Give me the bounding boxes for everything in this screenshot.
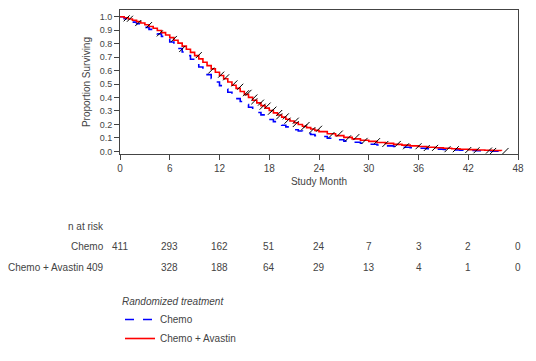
svg-text:0.0: 0.0 [100,147,113,157]
svg-text:1: 1 [465,262,471,273]
svg-text:1.0: 1.0 [100,12,113,22]
svg-text:Chemo: Chemo [160,314,193,325]
svg-text:188: 188 [211,262,228,273]
svg-text:0: 0 [515,241,521,252]
svg-text:29: 29 [313,262,325,273]
svg-text:411: 411 [112,241,128,252]
svg-text:3: 3 [416,241,422,252]
svg-text:0.1: 0.1 [100,133,113,143]
svg-text:162: 162 [211,241,228,252]
svg-text:0: 0 [117,163,123,174]
svg-text:24: 24 [313,241,325,252]
svg-text:36: 36 [413,163,425,174]
svg-text:0.2: 0.2 [100,120,113,130]
svg-text:293: 293 [161,241,178,252]
svg-text:0.5: 0.5 [100,79,113,89]
svg-text:7: 7 [366,241,372,252]
svg-text:0.8: 0.8 [100,39,113,49]
svg-text:18: 18 [264,163,276,174]
svg-text:Chemo + Avastin: Chemo + Avastin [160,333,236,344]
svg-text:0.3: 0.3 [100,106,113,116]
svg-text:2: 2 [465,241,471,252]
svg-text:0.7: 0.7 [100,52,113,62]
svg-text:4: 4 [416,262,422,273]
svg-text:6: 6 [167,163,173,174]
svg-text:328: 328 [161,262,178,273]
svg-text:13: 13 [363,262,375,273]
svg-text:0.9: 0.9 [100,25,113,35]
svg-text:Randomized treatment: Randomized treatment [122,296,224,307]
svg-text:51: 51 [263,241,275,252]
svg-text:n at risk: n at risk [68,221,104,232]
svg-text:Study Month: Study Month [291,176,347,187]
svg-text:24: 24 [313,163,325,174]
svg-text:12: 12 [214,163,226,174]
svg-text:Proportion Surviving: Proportion Surviving [81,37,92,127]
svg-text:Chemo: Chemo [71,241,104,252]
svg-text:42: 42 [463,163,475,174]
svg-text:64: 64 [263,262,275,273]
svg-text:0.6: 0.6 [100,66,113,76]
svg-text:0.4: 0.4 [100,93,113,103]
svg-text:48: 48 [512,163,524,174]
svg-text:30: 30 [363,163,375,174]
svg-text:Chemo + Avastin 409: Chemo + Avastin 409 [8,262,104,273]
svg-text:0: 0 [515,262,521,273]
